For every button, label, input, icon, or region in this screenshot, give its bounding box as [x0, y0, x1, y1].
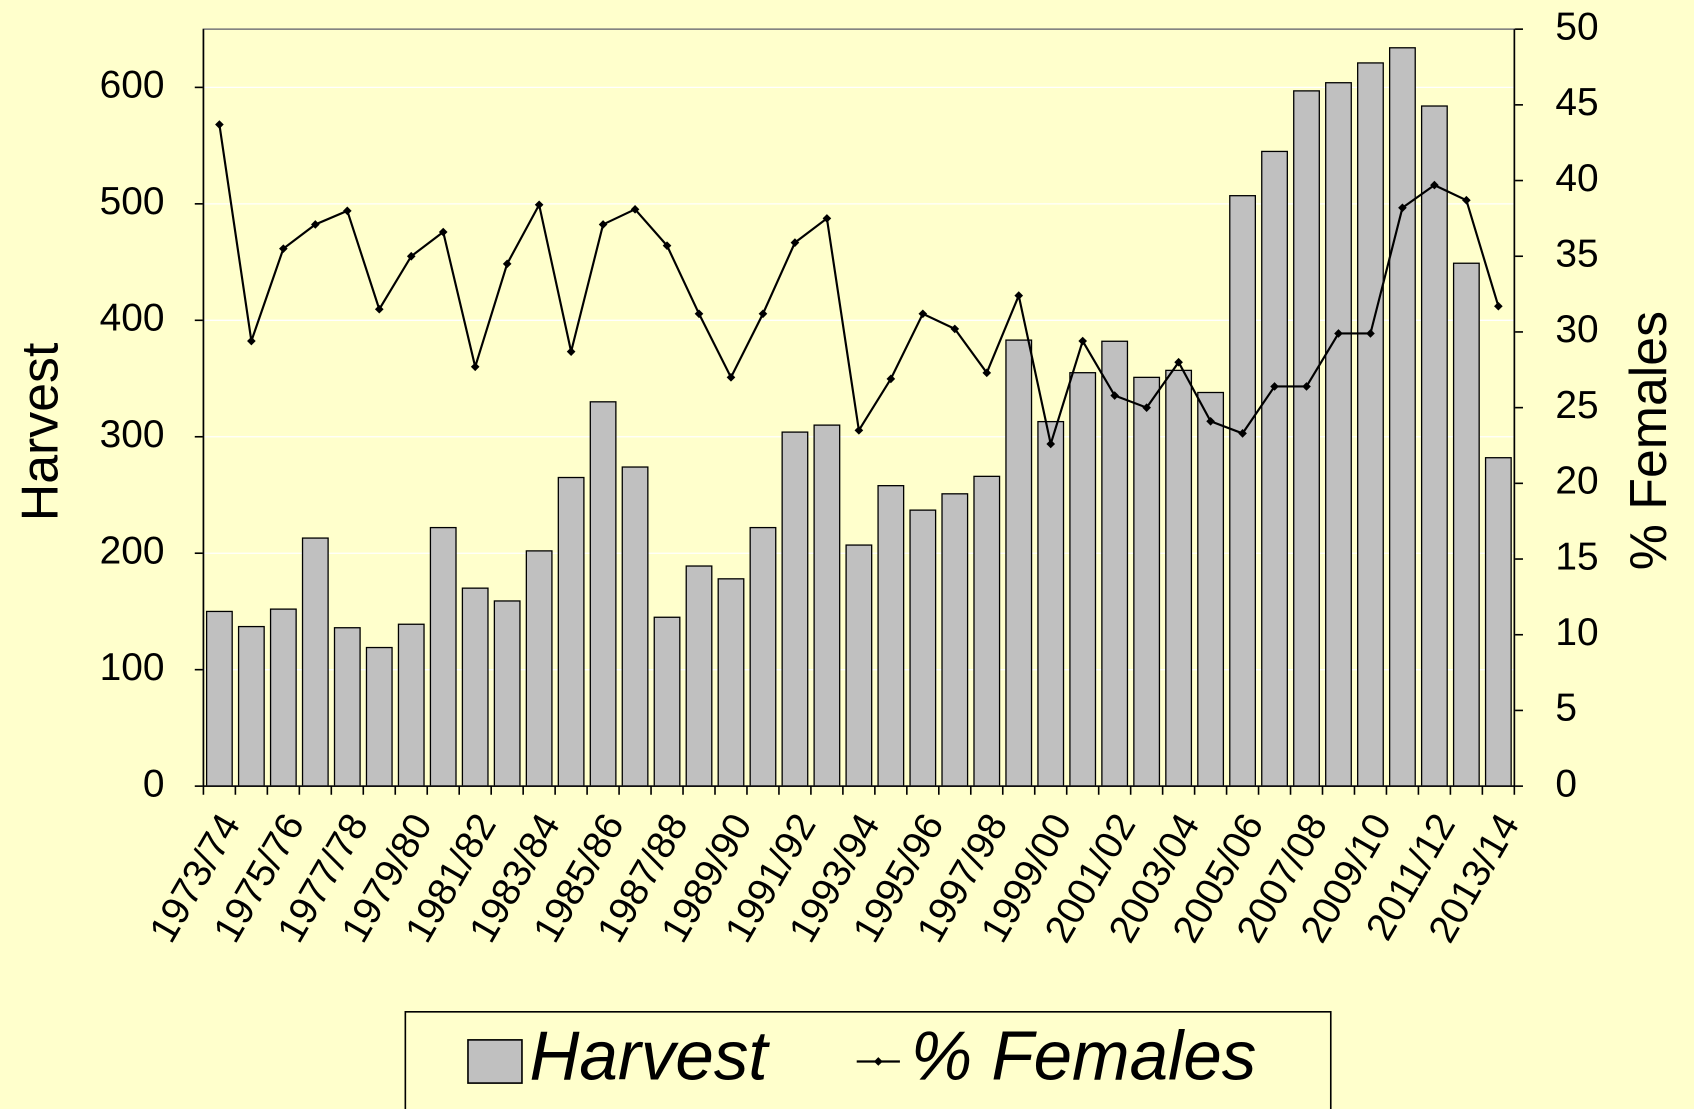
bar [1133, 376, 1161, 787]
marker [1174, 357, 1183, 367]
y2-tick-label: 0 [1555, 762, 1577, 805]
bar [653, 616, 681, 787]
bar [1420, 105, 1448, 787]
marker [1078, 336, 1088, 346]
bar [1037, 420, 1065, 787]
bar [749, 526, 777, 787]
y2-tick-label: 50 [1555, 5, 1598, 48]
y2-tick-label: 35 [1555, 233, 1598, 276]
y2-tick-label: 20 [1555, 460, 1598, 503]
bar [333, 627, 361, 787]
bar [1197, 391, 1225, 787]
bar [205, 610, 233, 787]
y-tick-label: 200 [100, 529, 165, 572]
marker [215, 120, 224, 129]
y-tick-label: 600 [100, 64, 165, 107]
bar [237, 625, 265, 787]
y2-tick-label: 5 [1555, 687, 1577, 730]
bar [877, 485, 905, 787]
y2-axis-title: % Females [1619, 311, 1677, 570]
marker [279, 244, 288, 253]
marker [822, 214, 832, 223]
marker [694, 309, 704, 319]
bar [365, 646, 393, 787]
bar [1484, 457, 1512, 787]
bar [685, 565, 713, 787]
bar [1452, 262, 1480, 787]
marker [342, 206, 352, 216]
bar [717, 578, 745, 787]
bar [557, 476, 585, 787]
bar [1388, 47, 1416, 787]
marker [1014, 291, 1024, 300]
bar [1357, 62, 1384, 787]
bar [269, 608, 297, 787]
bar [1005, 339, 1033, 787]
marker [1046, 439, 1056, 449]
bar [1261, 150, 1288, 787]
marker [630, 204, 640, 214]
bar [1293, 90, 1320, 787]
marker [566, 347, 576, 356]
bar [941, 493, 969, 787]
y2-tick-label: 30 [1555, 308, 1598, 351]
marker [854, 426, 864, 435]
y2-tick-label: 10 [1555, 611, 1598, 654]
marker [950, 324, 960, 334]
marker [406, 251, 416, 261]
bar [1229, 195, 1257, 787]
bar [1101, 340, 1129, 787]
y-tick-label: 300 [100, 413, 165, 456]
bar [429, 526, 457, 787]
marker [247, 336, 256, 346]
bar [909, 509, 937, 787]
bar [301, 537, 329, 787]
bar [813, 424, 841, 787]
marker [1270, 382, 1279, 391]
bar [1069, 372, 1097, 787]
y-tick-label: 100 [100, 646, 165, 689]
legend-label: % Females [911, 1017, 1257, 1095]
marker [758, 309, 768, 319]
bar [397, 623, 425, 787]
marker [502, 259, 512, 269]
legend-label: Harvest [530, 1017, 771, 1095]
marker [1110, 391, 1119, 400]
bar [845, 544, 873, 787]
bar [781, 431, 809, 787]
y2-tick-label: 45 [1555, 81, 1598, 124]
y-axis-title: Harvest [10, 342, 68, 521]
marker [1494, 301, 1503, 311]
marker [1366, 329, 1375, 338]
marker [534, 200, 544, 210]
marker [726, 373, 736, 382]
marker [470, 362, 480, 372]
bar [1165, 369, 1193, 787]
y-tick-label: 400 [100, 297, 165, 340]
legend-swatch [467, 1039, 523, 1084]
marker [1462, 195, 1471, 205]
bar [525, 550, 553, 787]
marker [1430, 180, 1439, 190]
y2-tick-label: 15 [1555, 535, 1598, 578]
marker [438, 227, 448, 237]
marker [662, 241, 672, 250]
bar [1325, 82, 1352, 787]
y2-tick-label: 25 [1555, 384, 1598, 427]
bar [493, 600, 521, 787]
bar [461, 587, 489, 787]
marker [1302, 382, 1311, 391]
y2-tick-label: 40 [1555, 157, 1598, 200]
marker [374, 304, 384, 314]
bar [973, 475, 1001, 787]
marker [1238, 429, 1247, 438]
marker [886, 374, 896, 384]
y-tick-label: 500 [100, 180, 165, 223]
marker [598, 220, 608, 229]
marker [311, 220, 320, 229]
bar [589, 401, 617, 787]
y-tick-label: 0 [143, 762, 165, 805]
bar [621, 466, 649, 787]
